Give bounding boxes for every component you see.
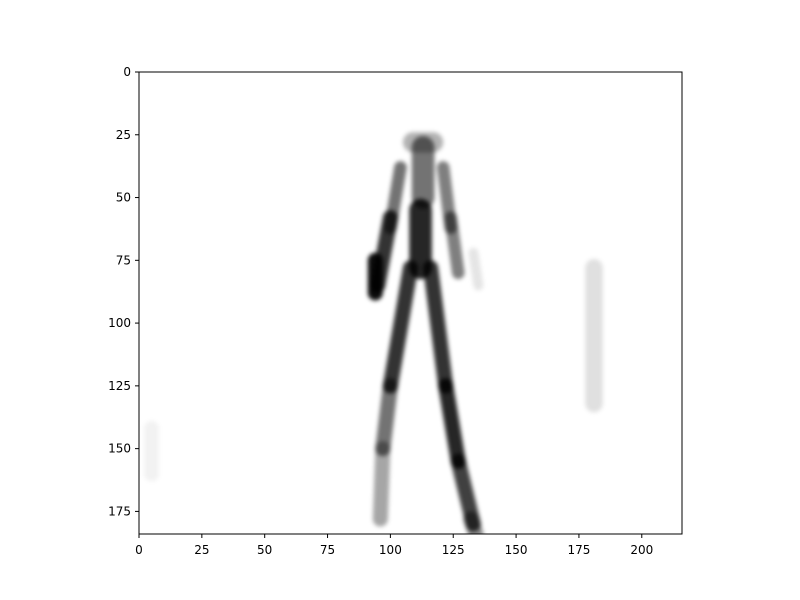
intensity-region-6 [444, 211, 465, 280]
plot-frame [138, 71, 683, 535]
intensity-region-11 [372, 441, 391, 527]
y-tick-label: 125 [108, 379, 131, 393]
intensity-region-9 [423, 260, 454, 394]
x-tick-label: 175 [567, 543, 590, 557]
x-tick-label: 200 [630, 543, 653, 557]
x-tick-label: 150 [505, 543, 528, 557]
intensity-region-8 [382, 260, 419, 394]
y-tick-label: 25 [116, 128, 131, 142]
y-tick-label: 75 [116, 253, 131, 267]
y-tick-label: 50 [116, 191, 131, 205]
x-tick-label: 100 [379, 543, 402, 557]
x-axis: 0 25 50 75 100 125 150 175 200 [135, 534, 653, 557]
y-tick-label: 0 [123, 65, 131, 79]
x-tick-label: 75 [320, 543, 335, 557]
intensity-region-14 [463, 511, 484, 534]
y-tick-label: 175 [108, 504, 131, 518]
intensity-region-12 [438, 378, 466, 469]
y-tick-label: 100 [108, 316, 131, 330]
x-tick-label: 25 [194, 543, 209, 557]
intensity-region-16 [468, 247, 484, 291]
x-tick-label: 125 [442, 543, 465, 557]
y-tick-label: 150 [108, 442, 131, 456]
x-tick-label: 0 [135, 543, 143, 557]
intensity-region-10 [375, 378, 398, 457]
heatmap-image [144, 132, 603, 534]
x-tick-label: 50 [257, 543, 272, 557]
y-axis: 0 25 50 75 100 125 150 175 [108, 65, 139, 518]
